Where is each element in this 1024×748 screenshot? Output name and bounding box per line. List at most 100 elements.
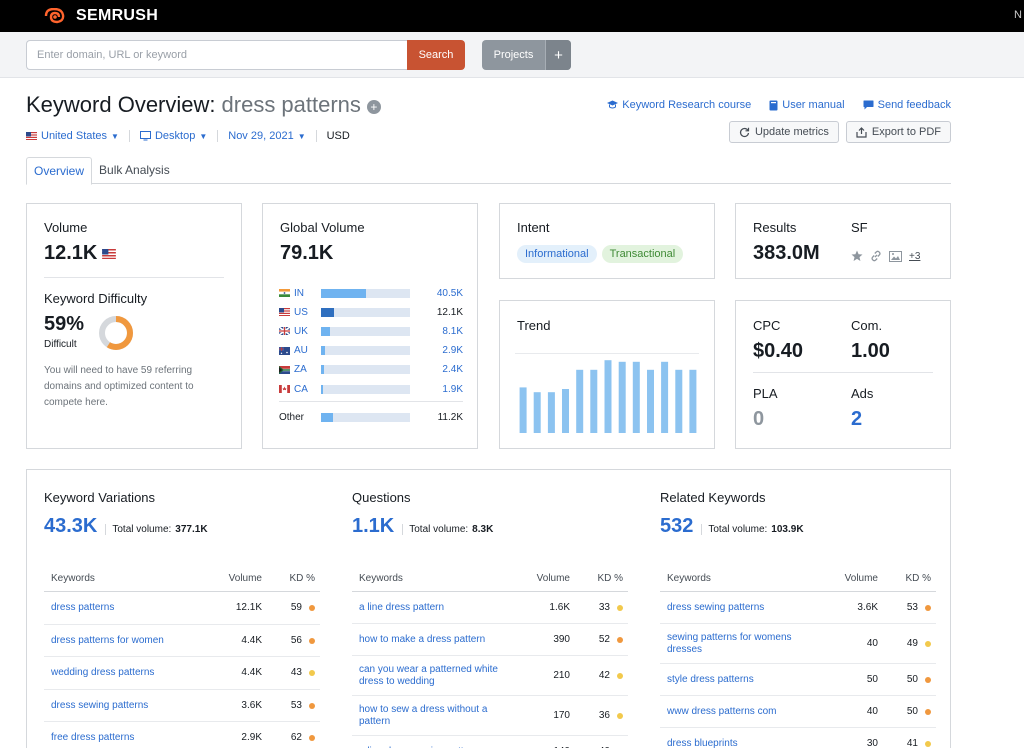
country-row-other[interactable]: Other 11.2K: [279, 411, 463, 423]
trend-bar[interactable]: [689, 369, 697, 433]
keyword-link[interactable]: style dress patterns: [667, 674, 754, 685]
link-icon[interactable]: [870, 250, 882, 262]
search-input[interactable]: [26, 40, 408, 70]
date-select-label[interactable]: Nov 29, 2021: [228, 130, 294, 142]
add-project-button[interactable]: +: [545, 40, 571, 70]
difficulty-dot-icon: [925, 709, 931, 715]
semrush-logo[interactable]: SEMRUSH: [44, 7, 158, 25]
trend-bar[interactable]: [576, 369, 584, 433]
difficulty-dot-icon: [309, 605, 315, 612]
link-send-feedback-label[interactable]: Send feedback: [877, 99, 951, 111]
export-pdf-button[interactable]: Export to PDF: [845, 121, 951, 143]
page-title-text: Keyword Overview:: [26, 92, 216, 117]
trend-bar[interactable]: [647, 369, 654, 433]
country-row-za[interactable]: ZA 2.4K: [279, 364, 463, 376]
tab-bulk-analysis[interactable]: Bulk Analysis: [99, 163, 170, 177]
keyword-link[interactable]: dress patterns for women: [51, 634, 164, 646]
link-send-feedback[interactable]: Send feedback: [863, 99, 951, 111]
export-pdf-label[interactable]: Export to PDF: [871, 126, 941, 138]
trend-bar[interactable]: [519, 387, 527, 433]
link-user-manual[interactable]: User manual: [769, 99, 845, 111]
country-code-label: UK: [294, 325, 308, 337]
trend-bar[interactable]: [632, 361, 640, 433]
table-row: sewing patterns for womens dresses 40 49: [660, 624, 936, 664]
serp-features-more[interactable]: +3: [909, 250, 921, 262]
trend-bar[interactable]: [562, 389, 569, 433]
trend-bar[interactable]: [533, 392, 541, 433]
currency-label: USD: [326, 130, 350, 142]
country-row-uk[interactable]: UK 8.1K: [279, 325, 463, 337]
serp-features-label: SF: [851, 220, 868, 235]
corner-menu-letter[interactable]: N: [1014, 9, 1022, 21]
column-header-kd[interactable]: KD %: [905, 573, 931, 584]
column-header-keywords[interactable]: Keywords: [51, 573, 95, 584]
questions-count[interactable]: 1.1K: [352, 515, 395, 537]
country-code-label: ZA: [294, 364, 307, 376]
star-icon[interactable]: [851, 250, 863, 262]
trend-bar[interactable]: [547, 392, 555, 433]
country-select[interactable]: United States ▼: [26, 130, 130, 142]
ads-value[interactable]: 2: [851, 408, 863, 430]
country-row-us[interactable]: US 12.1K: [279, 306, 463, 318]
keyword-link[interactable]: how to make a dress pattern: [359, 634, 486, 645]
projects-button[interactable]: Projects +: [482, 40, 571, 70]
column-header-keywords[interactable]: Keywords: [667, 573, 711, 584]
trend-bar[interactable]: [590, 369, 598, 433]
help-links: Keyword Research course User manual Send…: [607, 99, 951, 111]
cpc-card: CPC $0.40 Com. 1.00 PLA 0 Ads 2: [735, 300, 951, 449]
link-keyword-research-course[interactable]: Keyword Research course: [607, 99, 751, 111]
date-select[interactable]: Nov 29, 2021 ▼: [228, 130, 317, 142]
add-keyword-icon[interactable]: +: [366, 99, 381, 114]
update-metrics-button[interactable]: Update metrics: [728, 121, 839, 143]
column-header-kd[interactable]: KD %: [597, 573, 623, 584]
link-user-manual-label[interactable]: User manual: [782, 99, 845, 111]
trend-bar[interactable]: [618, 361, 626, 433]
tab-overview[interactable]: Overview: [26, 157, 93, 185]
keyword-volume: 4.4K: [241, 667, 262, 679]
column-header-kd[interactable]: KD %: [289, 573, 315, 584]
country-row-in[interactable]: IN 40.5K: [279, 287, 463, 299]
update-metrics-label[interactable]: Update metrics: [754, 126, 829, 138]
related-keywords-count[interactable]: 532: [660, 515, 694, 537]
difficulty-dot-icon: [925, 677, 931, 683]
keyword-link[interactable]: can you wear a patterned white dress to …: [359, 664, 498, 687]
table-row: how to sew a dress without a pattern 170 3…: [352, 696, 628, 736]
trend-bar[interactable]: [675, 369, 683, 433]
semrush-flame-icon: [44, 8, 65, 24]
device-select-label[interactable]: Desktop: [154, 130, 196, 142]
link-keyword-research-course-label[interactable]: Keyword Research course: [622, 99, 752, 111]
column-header-volume[interactable]: Volume: [844, 573, 878, 584]
keyword-link[interactable]: how to sew a dress without a pattern: [359, 704, 488, 727]
keyword-link[interactable]: www dress patterns com: [667, 706, 777, 717]
keyword-link[interactable]: dress patterns: [51, 602, 115, 614]
country-row-au[interactable]: AU 2.9K: [279, 345, 463, 357]
keyword-link[interactable]: a line dress pattern: [359, 602, 445, 613]
keyword-link[interactable]: dress sewing patterns: [667, 602, 765, 613]
difficulty-dot-icon: [617, 637, 623, 643]
column-header-volume[interactable]: Volume: [536, 573, 570, 584]
keyword-variations-count[interactable]: 43.3K: [44, 515, 98, 537]
ca-flag-icon: [279, 385, 290, 393]
keyword-link[interactable]: dress sewing patterns: [51, 699, 149, 711]
keyword-difficulty: 53: [290, 699, 302, 711]
trend-bar[interactable]: [661, 361, 669, 433]
search-button[interactable]: Search: [407, 40, 465, 70]
device-select[interactable]: Desktop ▼: [139, 130, 219, 142]
image-icon[interactable]: [889, 250, 902, 262]
keyword-link[interactable]: free dress patterns: [51, 732, 135, 744]
trend-bar[interactable]: [604, 360, 612, 433]
other-label: Other: [279, 411, 305, 423]
keyword-link[interactable]: dress blueprints: [667, 738, 738, 748]
country-row-ca[interactable]: CA 1.9K: [279, 383, 463, 395]
keyword-volume: 2.9K: [241, 732, 262, 744]
action-buttons: Update metrics Export to PDF: [728, 121, 951, 143]
column-header-volume[interactable]: Volume: [228, 573, 262, 584]
search-bar: Search Projects +: [0, 32, 1024, 78]
projects-label[interactable]: Projects: [493, 49, 534, 61]
keyword-link[interactable]: wedding dress patterns: [51, 667, 155, 679]
country-select-label[interactable]: United States: [41, 130, 108, 142]
keyword-link[interactable]: sewing patterns for womens dresses: [667, 632, 792, 655]
za-flag-icon: [279, 365, 290, 374]
keyword-link[interactable]: a line dress sewing pattern: [359, 746, 511, 748]
column-header-keywords[interactable]: Keywords: [359, 573, 403, 584]
